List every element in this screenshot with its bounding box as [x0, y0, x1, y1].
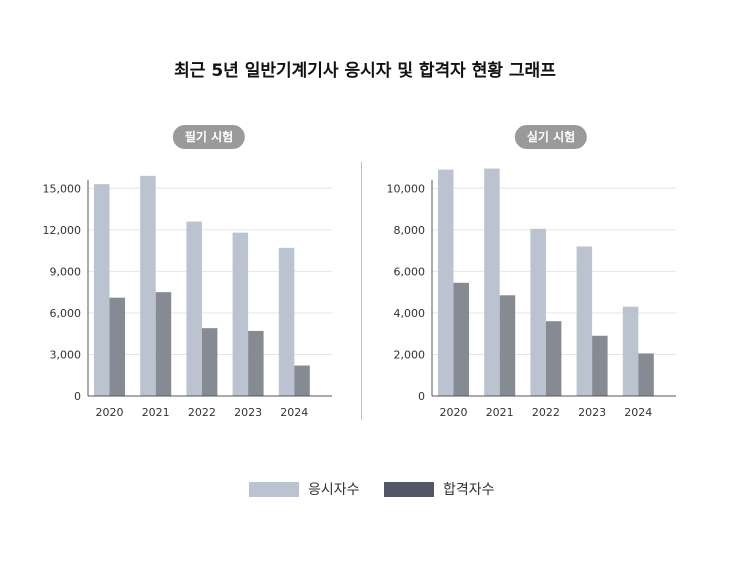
bar-applicants	[622, 306, 639, 396]
x-tick-label: 2020	[440, 406, 468, 419]
bar-applicants	[530, 228, 546, 396]
y-tick-label: 8,000	[394, 224, 426, 237]
chart-title: 최근 5년 일반기계기사 응시자 및 합격자 현황 그래프	[174, 61, 556, 81]
bar-passers	[155, 292, 172, 396]
y-tick-label: 0	[418, 390, 425, 403]
y-tick-label: 9,000	[50, 265, 82, 278]
legend-label-passers: 합격자수	[443, 482, 495, 498]
bar-applicants	[140, 175, 156, 396]
bar-applicants	[576, 246, 593, 396]
legend-item-applicants: 응시자수	[249, 479, 360, 499]
bar-applicants	[186, 221, 202, 396]
panel-title-practical: 실기 시험	[514, 125, 588, 149]
bar-passers	[248, 330, 264, 396]
panel-title-written: 필기 시험	[172, 125, 246, 149]
bar-applicants	[438, 169, 454, 396]
y-tick-label: 12,000	[43, 224, 82, 237]
legend-label-applicants: 응시자수	[308, 482, 360, 498]
y-tick-label: 2,000	[394, 348, 426, 361]
x-tick-label: 2022	[532, 406, 560, 419]
bar-applicants	[232, 232, 249, 396]
legend-swatch-passers	[384, 481, 434, 497]
y-tick-label: 6,000	[394, 265, 426, 278]
bar-passers	[499, 295, 516, 396]
x-tick-label: 2021	[486, 406, 514, 419]
bar-passers	[592, 335, 608, 396]
bar-passers	[638, 353, 654, 396]
x-tick-label: 2024	[624, 406, 652, 419]
bar-passers	[545, 321, 562, 396]
y-tick-label: 10,000	[387, 182, 426, 195]
legend-swatch-applicants	[249, 481, 299, 497]
bar-applicants	[278, 247, 295, 396]
bar-passers	[109, 297, 125, 396]
x-tick-label: 2021	[142, 406, 170, 419]
y-tick-label: 4,000	[394, 307, 426, 320]
legend-item-passers: 합격자수	[384, 479, 495, 499]
x-tick-label: 2022	[188, 406, 216, 419]
y-tick-label: 3,000	[50, 348, 82, 361]
x-tick-label: 2024	[280, 406, 308, 419]
x-tick-label: 2023	[578, 406, 606, 419]
legend: 응시자수 합격자수	[0, 479, 730, 499]
bar-passers	[453, 282, 469, 396]
y-tick-label: 15,000	[43, 182, 82, 195]
y-tick-label: 0	[74, 390, 81, 403]
bar-passers	[201, 328, 218, 396]
y-tick-label: 6,000	[50, 307, 82, 320]
bar-applicants	[94, 184, 110, 396]
x-tick-label: 2023	[234, 406, 262, 419]
bar-applicants	[484, 168, 500, 396]
bar-passers	[294, 365, 310, 396]
x-tick-label: 2020	[96, 406, 124, 419]
panel-divider	[361, 162, 362, 420]
